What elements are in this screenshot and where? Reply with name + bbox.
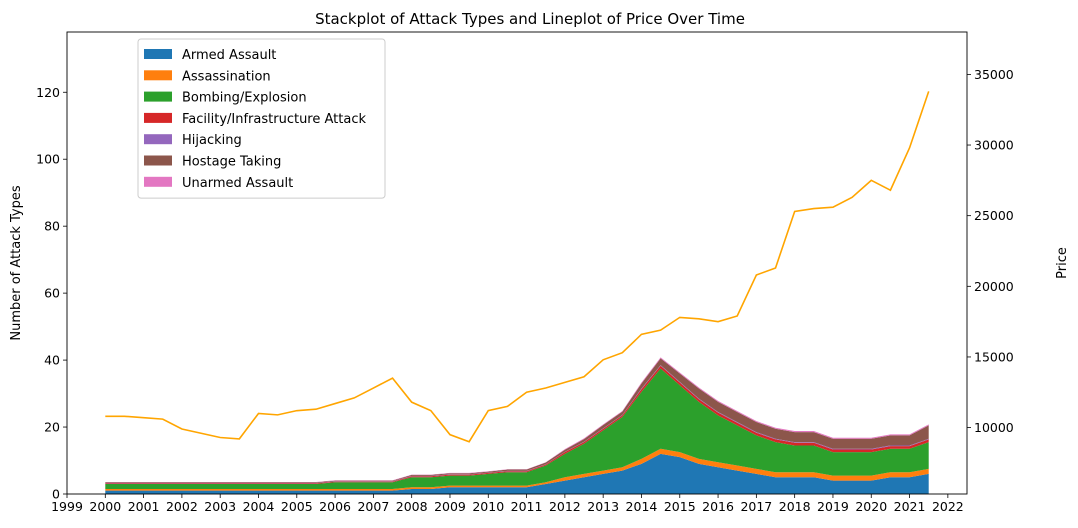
area-series-0 <box>105 453 929 494</box>
legend-swatch-4 <box>144 134 172 145</box>
x-tick-label-5: 2004 <box>243 499 275 514</box>
legend-label-6: Unarmed Assault <box>182 176 293 191</box>
legend-label-1: Assassination <box>182 69 271 84</box>
x-tick-label-6: 2005 <box>281 499 313 514</box>
price-line-layer <box>105 91 930 443</box>
x-tick-label-22: 2021 <box>894 499 926 514</box>
x-tick-label-11: 2010 <box>472 499 504 514</box>
y-tick-label-5: 100 <box>36 152 60 167</box>
x-tick-label-18: 2017 <box>740 499 772 514</box>
y-axis-left: 0 20 40 60 80 100 120 <box>36 85 67 502</box>
x-tick-label-19: 2018 <box>779 499 811 514</box>
legend-swatch-5 <box>144 155 172 166</box>
x-tick-label-17: 2016 <box>702 499 734 514</box>
legend-swatch-3 <box>144 112 172 123</box>
area-series-2 <box>105 368 929 489</box>
y-tick-label-1: 20 <box>44 420 60 435</box>
legend-swatch-6 <box>144 176 172 187</box>
legend-label-5: Hostage Taking <box>182 155 281 170</box>
stack-area-layer <box>105 357 929 494</box>
y-tick-label-3: 60 <box>44 286 60 301</box>
legend-swatch-0 <box>144 49 172 59</box>
x-tick-label-21: 2020 <box>855 499 887 514</box>
x-tick-label-23: 2022 <box>932 499 964 514</box>
x-axis: 1999 2000 2001 2002 2003 2004 2005 2006 2007 2008… <box>51 494 964 514</box>
y2-tick-label-2: 20000 <box>974 279 1014 294</box>
legend: Armed Assault Assassination Bombing/Explos… <box>137 38 386 199</box>
y-tick-label-2: 40 <box>44 353 60 368</box>
y2-tick-label-5: 35000 <box>974 67 1014 82</box>
y2-axis-label: Price <box>1055 247 1070 279</box>
y-tick-label-0: 0 <box>52 487 60 502</box>
legend-label-3: Facility/Infrastructure Attack <box>182 112 366 127</box>
chart-title: Stackplot of Attack Types and Lineplot o… <box>315 10 745 28</box>
x-tick-label-15: 2014 <box>626 499 658 514</box>
y2-tick-label-1: 15000 <box>974 349 1014 364</box>
legend-label-4: Hijacking <box>182 133 242 148</box>
x-tick-label-2: 2001 <box>128 499 160 514</box>
y-axis-label: Number of Attack Types <box>9 185 24 341</box>
legend-box <box>137 38 386 199</box>
y2-tick-label-3: 25000 <box>974 208 1014 223</box>
plot-frame <box>66 31 968 495</box>
x-tick-label-3: 2002 <box>166 499 198 514</box>
legend-swatch-2 <box>144 91 172 102</box>
x-tick-label-16: 2015 <box>664 499 696 514</box>
price-line <box>105 91 930 443</box>
x-tick-label-10: 2009 <box>434 499 466 514</box>
y2-tick-label-4: 30000 <box>974 138 1014 153</box>
x-tick-label-13: 2012 <box>549 499 581 514</box>
x-tick-label-1: 2000 <box>89 499 121 514</box>
x-tick-label-4: 2003 <box>204 499 236 514</box>
x-tick-label-9: 2008 <box>396 499 428 514</box>
x-tick-label-14: 2013 <box>587 499 619 514</box>
x-tick-label-0: 1999 <box>51 499 83 514</box>
y-tick-label-6: 120 <box>36 85 60 100</box>
legend-label-2: Bombing/Explosion <box>182 91 307 106</box>
y-axis-right: 10000 15000 20000 25000 30000 35000 <box>967 67 1014 435</box>
x-tick-label-12: 2011 <box>511 499 543 514</box>
x-tick-label-7: 2006 <box>319 499 351 514</box>
legend-swatch-1 <box>144 70 172 81</box>
y2-tick-label-0: 10000 <box>974 420 1014 435</box>
legend-label-0: Armed Assault <box>182 48 276 63</box>
x-tick-label-8: 2007 <box>357 499 389 514</box>
x-tick-label-20: 2019 <box>817 499 849 514</box>
y-tick-label-4: 80 <box>44 219 60 234</box>
